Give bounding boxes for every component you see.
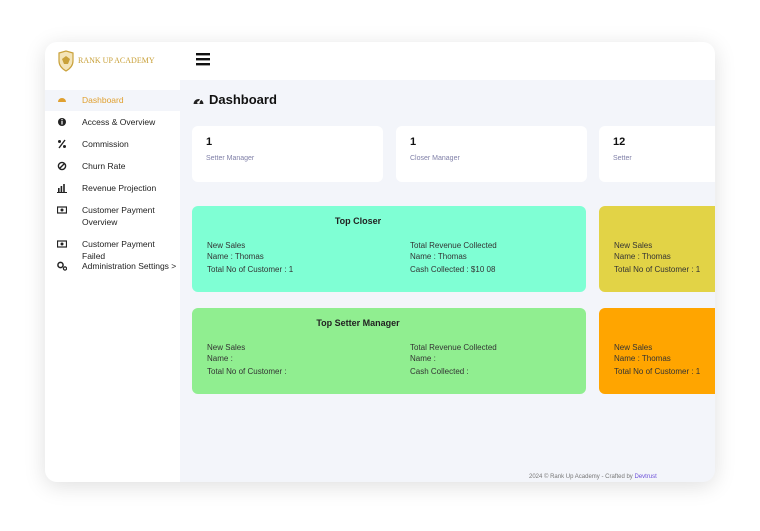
card-text: New Sales — [207, 343, 246, 352]
menu-item[interactable]: Administration Settings > — [82, 261, 177, 271]
footer-link[interactable]: Devtrust — [634, 474, 657, 480]
menu-item[interactable]: Commission — [82, 139, 129, 149]
summary-card: Top Setter Manager New Sales Name : Total N… — [192, 308, 586, 394]
card-text: Name : Thomas — [614, 252, 671, 261]
card-text: Total No of Customer : — [207, 367, 287, 376]
sidebar: RANK UP ACADEMY Dashboard Access & Overvi… — [45, 42, 180, 482]
stat-card: 12 Setter — [599, 126, 715, 182]
summary-card: New Sales Name : Thomas Total No of Custom… — [599, 206, 715, 292]
menu-icon — [57, 240, 67, 248]
menu-item[interactable]: Customer Payment Failed — [82, 239, 155, 261]
menu-icon — [58, 98, 66, 102]
card-text: Name : Thomas — [614, 354, 671, 363]
logo-text: RANK UP ACADEMY — [78, 56, 155, 65]
summary-card: New Sales Name : Thomas Total No of Custom… — [599, 308, 715, 394]
stat-card: 1 Setter Manager — [192, 126, 383, 182]
card-text: Total No of Customer : 1 — [207, 265, 294, 274]
card-title: Top Closer — [334, 216, 382, 226]
card-title: Top Setter Manager — [316, 318, 400, 328]
stat-card: 1 Closer Manager — [396, 126, 587, 182]
menu-icon — [57, 206, 67, 214]
menu-item[interactable]: Access & Overview — [82, 117, 156, 127]
stat-value: 1 — [410, 136, 417, 148]
card-text: Name : Thomas — [207, 252, 264, 261]
stat-label: Setter — [613, 155, 632, 162]
card-text: Total No of Customer : 1 — [614, 265, 701, 274]
page-title: Dashboard — [209, 92, 277, 107]
menu-toggle[interactable] — [196, 53, 210, 66]
footer-text: 2024 © Rank Up Academy - Crafted by — [529, 474, 633, 480]
card-text: Name : — [410, 354, 436, 363]
menu-item[interactable]: Dashboard — [82, 95, 124, 105]
menu-item[interactable]: Revenue Projection — [82, 183, 157, 193]
stat-label: Closer Manager — [410, 155, 460, 162]
card-text: Name : Thomas — [410, 252, 467, 261]
menu-icon — [57, 161, 67, 171]
card-text: Total No of Customer : 1 — [614, 367, 701, 376]
menu-icon — [58, 139, 66, 149]
menu-icon — [57, 184, 67, 193]
stat-value: 1 — [206, 136, 213, 148]
card-text: Total Revenue Collected — [410, 343, 497, 352]
card-text: Total Revenue Collected — [410, 241, 497, 250]
menu-item[interactable]: Churn Rate — [82, 161, 126, 171]
card-text: Cash Collected : — [410, 367, 469, 376]
top-bar — [180, 42, 715, 80]
stat-value: 12 — [613, 136, 626, 148]
app-window: RANK UP ACADEMY Dashboard Access & Overvi… — [45, 42, 715, 482]
dashboard-icon — [193, 98, 204, 104]
stat-label: Setter Manager — [206, 155, 255, 162]
summary-card: Top Closer New Sales Name : Thomas Total No… — [192, 206, 586, 292]
menu-icon — [58, 118, 66, 126]
card-text: New Sales — [614, 343, 653, 352]
menu-icon — [57, 261, 67, 271]
card-text: New Sales — [207, 241, 246, 250]
card-text: New Sales — [614, 241, 653, 250]
menu-item[interactable]: Customer Payment Overview — [82, 205, 155, 227]
active-item-bg — [45, 90, 180, 111]
card-text: Cash Collected : $10 08 — [410, 265, 496, 274]
logo-icon — [58, 50, 74, 72]
footer: 2024 © Rank Up Academy - Crafted by Devt… — [529, 474, 657, 480]
card-text: Name : — [207, 354, 233, 363]
